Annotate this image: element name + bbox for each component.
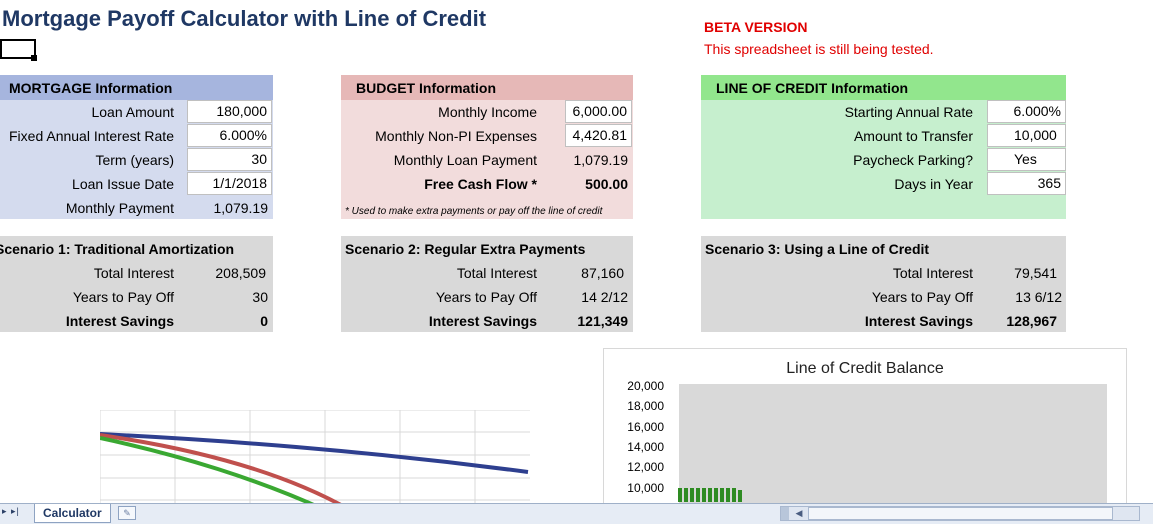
beta-label: BETA VERSION <box>704 19 808 35</box>
series-extra-payments-line <box>100 433 351 510</box>
y-tick-label: 10,000 <box>627 481 664 495</box>
scenario1-title: Scenario 1: Traditional Amortization <box>0 241 235 257</box>
loc-chart-plot-area <box>679 384 1107 508</box>
budget-header: BUDGET Information <box>356 80 496 96</box>
mortgage-label: Loan Amount <box>91 104 174 120</box>
amount-to-transfer-input[interactable]: 10,000 <box>987 124 1066 147</box>
sheet-tab-calculator[interactable]: Calculator <box>34 504 111 523</box>
paycheck-parking-input[interactable]: Yes <box>987 148 1066 171</box>
monthly-loan-payment-value: 1,079.19 <box>573 152 629 168</box>
mortgage-label: Monthly Payment <box>65 200 174 216</box>
y-tick-label: 20,000 <box>627 379 664 393</box>
scenario2-title: Scenario 2: Regular Extra Payments <box>345 241 586 257</box>
scroll-thumb[interactable] <box>808 507 1113 520</box>
scenario3-label: Total Interest <box>892 265 973 281</box>
scenario3-label: Interest Savings <box>864 313 973 329</box>
selected-cell[interactable] <box>0 39 36 59</box>
mortgage-label: Fixed Annual Interest Rate <box>9 128 174 144</box>
term-input[interactable]: 30 <box>187 148 272 171</box>
non-pi-expenses-input[interactable]: 4,420.81 <box>565 124 632 147</box>
mortgage-label: Loan Issue Date <box>72 176 174 192</box>
loc-label: Amount to Transfer <box>853 128 973 144</box>
scroll-left-icon[interactable]: ◀ <box>795 508 803 518</box>
loc-label: Days in Year <box>894 176 973 192</box>
scenario1-label: Years to Pay Off <box>72 289 174 305</box>
free-cash-flow-value: 500.00 <box>585 176 628 192</box>
budget-label: Monthly Non-PI Expenses <box>375 128 537 144</box>
budget-footnote: * Used to make extra payments or pay off… <box>345 206 603 217</box>
scenario1-label: Interest Savings <box>65 313 174 329</box>
scenario1-label: Total Interest <box>93 265 174 281</box>
issue-date-input[interactable]: 1/1/2018 <box>187 172 272 195</box>
loc-label: Starting Annual Rate <box>844 104 973 120</box>
beta-note: This spreadsheet is still being tested. <box>704 41 934 57</box>
y-tick-label: 16,000 <box>627 420 664 434</box>
budget-label: Monthly Income <box>438 104 537 120</box>
loan-amount-input[interactable]: 180,000 <box>187 100 272 123</box>
mortgage-header: MORTGAGE Information <box>9 80 173 96</box>
tab-scroll-arrows-icon[interactable]: ▸ ▸| <box>2 506 20 516</box>
days-in-year-input[interactable]: 365 <box>987 172 1066 195</box>
chart-gridlines <box>100 410 530 510</box>
monthly-income-input[interactable]: 6,000.00 <box>565 100 632 123</box>
scroll-splitter[interactable] <box>781 507 789 520</box>
series-traditional-line <box>100 432 529 474</box>
scenario2-label: Total Interest <box>456 265 537 281</box>
series-line-of-credit-line <box>100 436 326 510</box>
fill-handle[interactable] <box>31 55 37 61</box>
scenario1-total-interest: 208,509 <box>215 265 266 281</box>
starting-rate-input[interactable]: 6.000% <box>987 100 1066 123</box>
interest-rate-input[interactable]: 6.000% <box>187 124 272 147</box>
y-tick-label: 18,000 <box>627 399 664 413</box>
budget-label: Free Cash Flow * <box>424 176 537 192</box>
budget-label: Monthly Loan Payment <box>393 152 537 168</box>
scenario2-panel <box>341 236 633 332</box>
budget-header-bg <box>341 75 633 100</box>
loc-header: LINE OF CREDIT Information <box>716 80 909 96</box>
scenario3-panel <box>701 236 1066 332</box>
loc-balance-markers <box>678 488 742 502</box>
scenario3-label: Years to Pay Off <box>871 289 973 305</box>
scenario2-savings: 121,349 <box>577 313 628 329</box>
insert-sheet-icon[interactable]: ✎ <box>118 506 136 520</box>
scenario2-total-interest: 87,160 <box>581 265 624 281</box>
scenario2-label: Interest Savings <box>428 313 537 329</box>
loc-label: Paycheck Parking? <box>853 152 973 168</box>
scenario1-savings: 0 <box>260 313 268 329</box>
scenario3-total-interest: 79,541 <box>1014 265 1057 281</box>
mortgage-label: Term (years) <box>95 152 174 168</box>
scenario2-years: 14 2/12 <box>581 289 628 305</box>
loc-header-bg <box>701 75 1066 100</box>
scenario1-years: 30 <box>252 289 268 305</box>
scenario3-years: 13 6/12 <box>1015 289 1062 305</box>
mortgage-header-bg <box>0 75 273 100</box>
loc-chart-title: Line of Credit Balance <box>786 360 944 377</box>
scenario2-label: Years to Pay Off <box>435 289 537 305</box>
scenario3-title: Scenario 3: Using a Line of Credit <box>705 241 930 257</box>
balance-chart[interactable] <box>100 410 530 510</box>
y-tick-label: 12,000 <box>627 460 664 474</box>
scenario1-panel <box>0 236 273 332</box>
scenario3-savings: 128,967 <box>1006 313 1057 329</box>
page-title: Mortgage Payoff Calculator with Line of … <box>2 6 487 31</box>
y-tick-label: 14,000 <box>627 440 664 454</box>
monthly-payment-value: 1,079.19 <box>213 200 269 216</box>
